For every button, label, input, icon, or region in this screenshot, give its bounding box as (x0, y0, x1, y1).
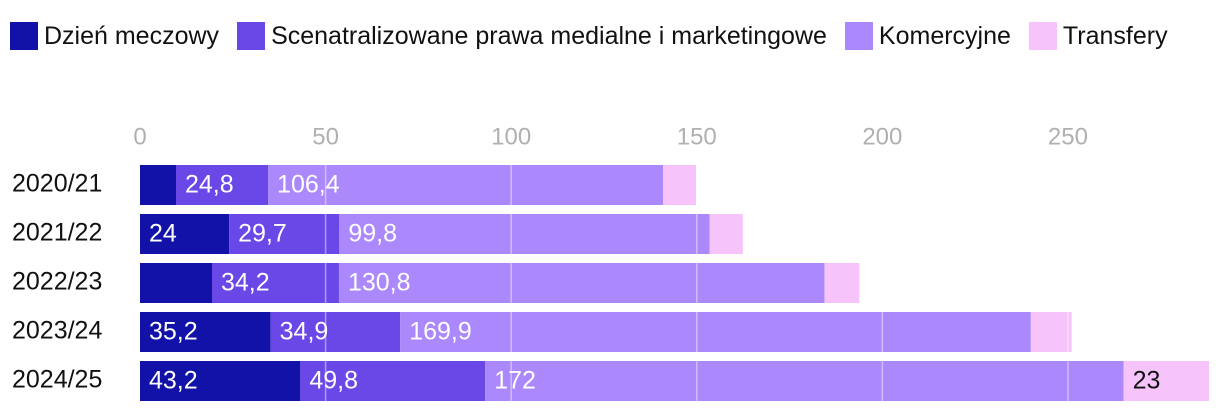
bar-segment (140, 165, 177, 205)
legend-swatch (237, 22, 266, 50)
bar-segment (824, 263, 860, 303)
bar-segment (140, 312, 271, 352)
bar-segment (1030, 312, 1072, 352)
data-label: 24 (149, 220, 177, 248)
bar-segment (140, 214, 230, 254)
bar-segment (400, 312, 1031, 352)
bar-segment (1123, 361, 1209, 401)
y-tick-label: 2024/25 (12, 366, 102, 394)
data-label: 99,8 (348, 220, 397, 248)
data-label: 130,8 (348, 269, 411, 297)
bar-segment (229, 214, 340, 254)
bar-segment (140, 263, 213, 303)
legend-item: Scenatralizowane prawa medialne i market… (237, 18, 827, 54)
legend-item: Dzień meczowy (10, 18, 219, 54)
data-label: 49,8 (309, 367, 358, 395)
x-tick-label: 0 (133, 123, 146, 150)
data-label: 35,2 (149, 318, 198, 346)
legend-item: Transfery (1028, 18, 1168, 54)
bar-segment (709, 214, 743, 254)
bar-segment (140, 361, 301, 401)
legend-swatch (844, 22, 873, 50)
bar-segment (176, 165, 269, 205)
legend-label: Scenatralizowane prawa medialne i market… (271, 21, 827, 50)
bar-segment (270, 312, 401, 352)
x-tick-label: 100 (491, 123, 531, 150)
data-label: 34,9 (280, 318, 329, 346)
bar-segment (662, 165, 697, 205)
data-label: 34,2 (221, 269, 270, 297)
data-label: 172 (494, 367, 536, 395)
y-tick-label: 2021/22 (12, 219, 102, 247)
bar-segment (339, 214, 710, 254)
data-label: 23 (1133, 367, 1161, 395)
legend-label: Transfery (1062, 21, 1168, 50)
data-label: 29,7 (238, 220, 287, 248)
x-tick-label: 150 (677, 123, 717, 150)
y-tick-label: 2020/21 (12, 170, 102, 198)
y-tick-label: 2023/24 (12, 317, 102, 345)
legend-swatch (10, 22, 38, 50)
legend-item: Komercyjne (844, 18, 1011, 54)
data-label: 169,9 (409, 318, 472, 346)
x-tick-label: 50 (312, 123, 339, 150)
x-tick-label: 200 (862, 123, 902, 150)
bar-segment (338, 263, 825, 303)
legend: Dzień meczowy Scenatralizowane prawa medi… (10, 18, 1210, 54)
y-tick-label: 2022/23 (12, 268, 102, 296)
x-tick-label: 250 (1048, 123, 1088, 150)
legend-swatch (1028, 22, 1057, 50)
data-label: 106,4 (277, 171, 340, 199)
bar-segment (300, 361, 486, 401)
legend-label: Dzień meczowy (44, 21, 220, 50)
bar-segment (268, 165, 663, 205)
bar-segment (212, 263, 339, 303)
legend-label: Komercyjne (878, 21, 1011, 50)
bar-segment (485, 361, 1124, 401)
data-label: 43,2 (149, 367, 198, 395)
data-label: 24,8 (185, 171, 234, 199)
